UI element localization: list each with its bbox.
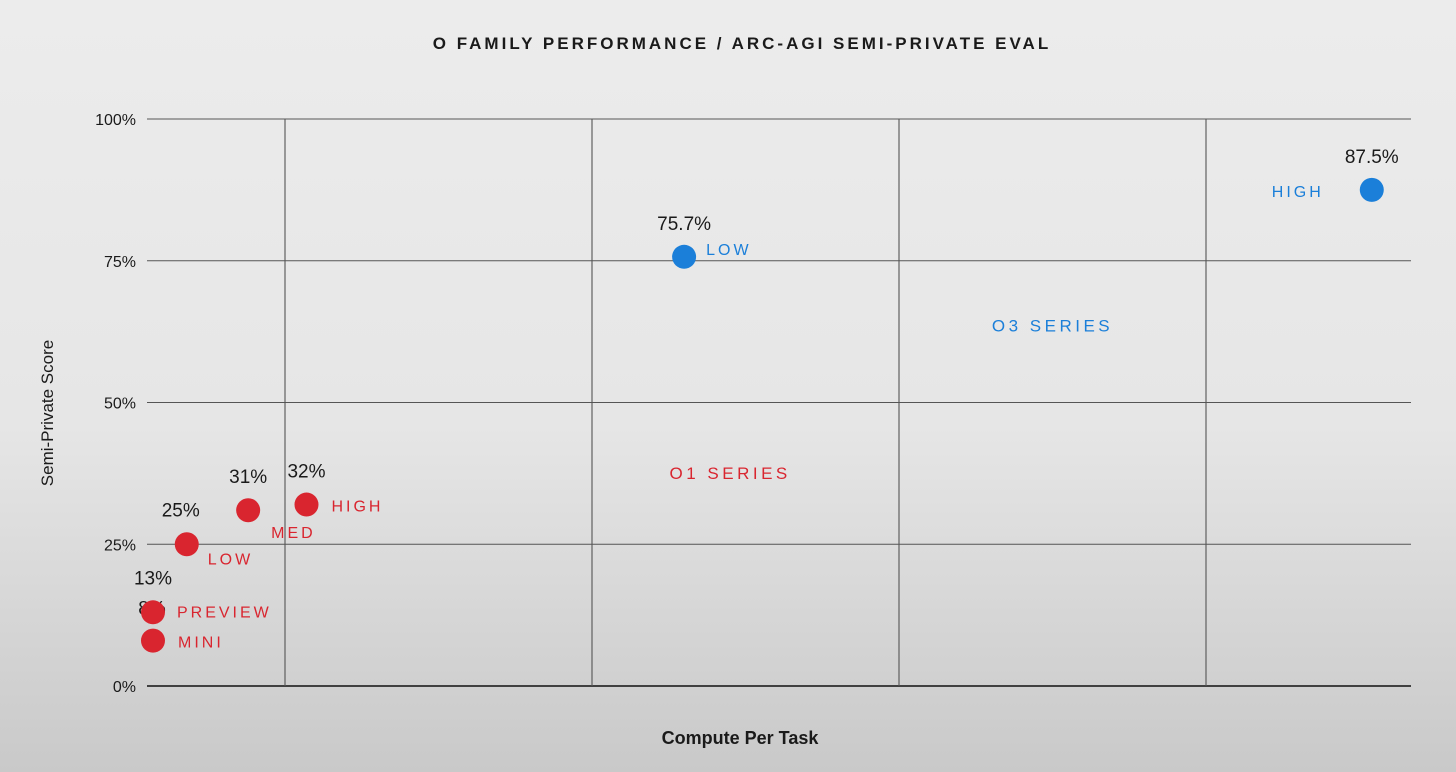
x-axis-label: Compute Per Task [661, 728, 819, 748]
data-point [174, 532, 199, 557]
data-point-name: HIGH [331, 499, 383, 516]
chart-title: O FAMILY PERFORMANCE / ARC-AGI SEMI-PRIV… [432, 34, 1052, 53]
data-value-label: 25% [162, 500, 200, 521]
data-point-name: MED [271, 525, 316, 542]
series-label: O3 SERIES [992, 317, 1113, 336]
data-point-name: LOW [208, 551, 253, 568]
data-point-name: LOW [706, 242, 751, 259]
data-value-label: 87.5% [1345, 147, 1399, 168]
y-tick-label: 0% [113, 679, 136, 696]
y-tick-label: 50% [104, 396, 136, 413]
data-point [236, 498, 261, 523]
data-point [294, 492, 319, 517]
data-value-label: 31% [229, 467, 267, 488]
series-label: O1 SERIES [670, 464, 791, 483]
data-point-name: HIGH [1272, 184, 1324, 201]
y-tick-label: 100% [95, 112, 136, 129]
data-point [1359, 177, 1384, 202]
data-value-label: 32% [287, 462, 325, 483]
data-point [672, 244, 697, 269]
y-tick-label: 25% [104, 537, 136, 554]
data-point-name: PREVIEW [177, 604, 272, 621]
data-value-label: 13% [134, 568, 172, 589]
data-point-name: MINI [178, 635, 224, 652]
y-tick-label: 75% [104, 254, 136, 271]
data-point [140, 628, 165, 653]
data-point [140, 600, 165, 625]
data-value-label: 75.7% [657, 214, 711, 235]
